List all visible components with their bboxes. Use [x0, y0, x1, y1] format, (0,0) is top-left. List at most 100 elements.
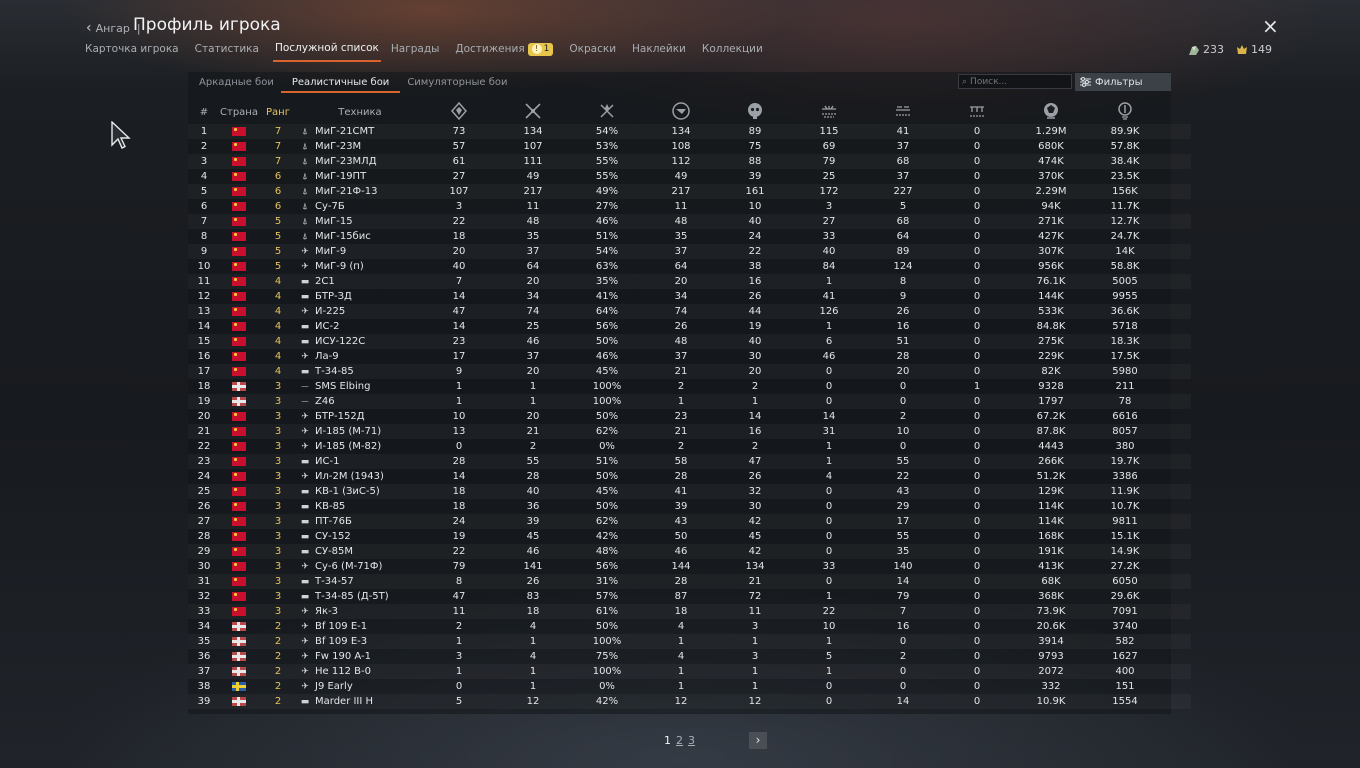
vehicle-name: Ил-2М (1943) [315, 471, 384, 482]
table-row[interactable]: 9 5 ✈ МиГ-9 20 37 54% 37 22 40 89 0 307K 14K [188, 244, 1191, 259]
col-rank[interactable]: Ранг [266, 106, 290, 118]
table-row[interactable]: 32 3 ▬ Т-34-85 (Д-5Т) 47 83 57% 87 72 1 79 0 368K 29.… [188, 589, 1191, 604]
stat-cell: 64 [526, 261, 540, 272]
tab-4[interactable]: Достижения! 1 [455, 42, 554, 62]
table-row[interactable]: 28 3 ▬ СУ-152 19 45 42% 50 45 0 55 0 168K 15.1K [188, 529, 1191, 544]
tank-icon: ▬ [300, 277, 310, 287]
stat-cell: 4 [825, 471, 833, 482]
table-row[interactable]: 4 6 ⍋ МиГ-19ПТ 27 49 55% 49 39 25 37 0 370K 23.5K [188, 169, 1191, 184]
next-page-button[interactable]: › [749, 732, 767, 749]
table-row[interactable]: 37 2 ✈ He 112 B-0 1 1 100% 1 1 1 0 0 2072 400 [188, 664, 1191, 679]
col-country[interactable]: Страна [220, 106, 258, 118]
col-stat-2[interactable] [570, 100, 644, 124]
col-stat-6[interactable] [866, 100, 940, 124]
country-cell [220, 184, 258, 199]
col-vehicle[interactable]: Техника [338, 106, 382, 118]
tab-7[interactable]: Коллекции [702, 42, 763, 62]
vehicle-name: Т-34-85 [315, 366, 354, 377]
stat-cell: 1 [751, 666, 759, 677]
table-row[interactable]: 23 3 ▬ ИС-1 28 55 51% 58 47 1 55 0 266K 19.7K [188, 454, 1191, 469]
table-row[interactable]: 24 3 ✈ Ил-2М (1943) 14 28 50% 28 26 4 22 0 51.2K 3386 [188, 469, 1191, 484]
page-link[interactable]: 3 [688, 734, 695, 747]
table-row[interactable]: 39 2 ▬ Marder III H 5 12 42% 12 12 0 14 0 10.9K 1554 [188, 694, 1191, 709]
stat-cell: 5980 [1112, 366, 1138, 377]
table-row[interactable]: 25 3 ▬ КВ-1 (ЗиС-5) 18 40 45% 41 32 0 43 0 129K 11.9K [188, 484, 1191, 499]
stat-cell: 427K [1038, 231, 1064, 242]
col-stat-1[interactable] [496, 100, 570, 124]
col-number[interactable]: # [199, 106, 209, 118]
tab-0[interactable]: Карточка игрока [85, 42, 179, 62]
ussr-flag-icon [232, 141, 246, 151]
table-row[interactable]: 1 7 ⍋ МиГ-21СМТ 73 134 54% 134 89 115 41 0 1.29M 89.9… [188, 124, 1191, 139]
stat-cell: 88 [748, 156, 762, 167]
table-row[interactable]: 8 5 ⍋ МиГ-15бис 18 35 51% 35 24 33 64 0 427K 24.7K [188, 229, 1191, 244]
table-row[interactable]: 35 2 ✈ Bf 109 E-3 1 1 100% 1 1 1 0 0 3914 582 [188, 634, 1191, 649]
col-stat-3[interactable] [644, 100, 718, 124]
table-row[interactable]: 2 7 ⍋ МиГ-23М 57 107 53% 108 75 69 37 0 680K 57.8K [188, 139, 1191, 154]
table-row[interactable]: 10 5 ✈ МиГ-9 (п) 40 64 63% 64 38 84 124 0 956K 58.8K [188, 259, 1191, 274]
battle-mode-tab-0[interactable]: Аркадные бои [199, 77, 274, 88]
row-number: 2 [200, 141, 208, 152]
table-row[interactable]: 18 3 ⏤ SMS Elbing 1 1 100% 2 2 0 0 1 9328 211 [188, 379, 1191, 394]
table-row[interactable]: 3 7 ⍋ МиГ-23МЛД 61 111 55% 112 88 79 68 0 474K 38.4K [188, 154, 1191, 169]
table-row[interactable]: 31 3 ▬ Т-34-57 8 26 31% 28 21 0 14 0 68K 6050 [188, 574, 1191, 589]
battle-mode-tab-2[interactable]: Симуляторные бои [407, 77, 508, 88]
ussr-flag-icon [232, 171, 246, 181]
table-row[interactable]: 13 4 ✈ И-225 47 74 64% 74 44 126 26 0 533K 36.6K [188, 304, 1191, 319]
stat-cell: 5005 [1112, 276, 1138, 287]
stat-cell: 680K [1038, 141, 1064, 152]
tab-1[interactable]: Статистика [195, 42, 259, 62]
table-row[interactable]: 11 4 ▬ 2С1 7 20 35% 20 16 1 8 0 76.1K 5005 [188, 274, 1191, 289]
table-row[interactable]: 34 2 ✈ Bf 109 E-1 2 4 50% 4 3 10 16 0 20.6K 3740 [188, 619, 1191, 634]
col-stat-5[interactable] [792, 100, 866, 124]
tab-6[interactable]: Наклейки [632, 42, 686, 62]
table-row[interactable]: 16 4 ✈ Ла-9 17 37 46% 37 30 46 28 0 229K 17.5K [188, 349, 1191, 364]
country-cell [220, 544, 258, 559]
tab-2[interactable]: Послужной список [272, 42, 381, 62]
gold-currency: 149 [1236, 43, 1272, 56]
table-row[interactable]: 22 3 ✈ И-185 (М-82) 0 2 0% 2 2 1 0 0 4443 380 [188, 439, 1191, 454]
row-spacer [1162, 334, 1191, 349]
back-to-hangar-button[interactable]: ‹ Ангар | [86, 20, 141, 36]
table-row[interactable]: 27 3 ▬ ПТ-76Б 24 39 62% 43 42 0 17 0 114K 9811 [188, 514, 1191, 529]
stat-cell: 37 [896, 171, 910, 182]
tab-3[interactable]: Награды [391, 42, 440, 62]
page-link[interactable]: 2 [676, 734, 683, 747]
table-row[interactable]: 33 3 ✈ Як-3 11 18 61% 18 11 22 7 0 73.9K 7091 [188, 604, 1191, 619]
table-row[interactable]: 38 2 ✈ J9 Early 0 1 0% 1 1 0 0 0 332 151 [188, 679, 1191, 694]
filters-button[interactable]: Фильтры [1075, 73, 1171, 91]
row-spacer [1162, 229, 1191, 244]
table-row[interactable]: 6 6 ⍋ Су-7Б 3 11 27% 11 10 3 5 0 94K 11.7K [188, 199, 1191, 214]
table-row[interactable]: 15 4 ▬ ИСУ-122С 23 46 50% 48 40 6 51 0 275K 18.3K [188, 334, 1191, 349]
stat-cell: 14 [452, 291, 466, 302]
table-row[interactable]: 20 3 ✈ БТР-152Д 10 20 50% 23 14 14 2 0 67.2K 6616 [188, 409, 1191, 424]
rank-cell: 3 [274, 606, 282, 617]
exclamation-icon: ! [531, 44, 542, 54]
row-spacer [1162, 469, 1191, 484]
table-row[interactable]: 21 3 ✈ И-185 (М-71) 13 21 62% 21 16 31 10 0 87.8K 805… [188, 424, 1191, 439]
stat-cell: 16 [748, 426, 762, 437]
col-stat-4[interactable] [718, 100, 792, 124]
row-spacer [1162, 634, 1191, 649]
table-row[interactable]: 29 3 ▬ СУ-85М 22 46 48% 46 42 0 35 0 191K 14.9K [188, 544, 1191, 559]
table-row[interactable]: 5 6 ⍋ МиГ-21Ф-13 107 217 49% 217 161 172 227 0 2.29M… [188, 184, 1191, 199]
col-stat-7[interactable] [940, 100, 1014, 124]
table-row[interactable]: 26 3 ▬ КВ-85 18 36 50% 39 30 0 29 0 114K 10.7K [188, 499, 1191, 514]
search-input[interactable]: ⌕ Поиск... [958, 74, 1072, 89]
close-button[interactable]: × [1262, 16, 1279, 36]
table-row[interactable]: 19 3 ⏤ Z46 1 1 100% 1 1 0 0 0 1797 78 [188, 394, 1191, 409]
col-stat-8[interactable] [1014, 100, 1088, 124]
stat-cell: 69 [822, 141, 836, 152]
table-row[interactable]: 30 3 ✈ Су-6 (М-71Ф) 79 141 56% 144 134 33 140 0 413K… [188, 559, 1191, 574]
battle-mode-tab-1[interactable]: Реалистичные бои [280, 77, 401, 93]
col-stat-0[interactable] [422, 100, 496, 124]
table-row[interactable]: 7 5 ⍋ МиГ-15 22 48 46% 48 40 27 68 0 271K 12.7K [188, 214, 1191, 229]
table-row[interactable]: 12 4 ▬ БТР-ЗД 14 34 41% 34 26 41 9 0 144K 9955 [188, 289, 1191, 304]
table-row[interactable]: 17 4 ▬ Т-34-85 9 20 45% 21 20 0 20 0 82K 5980 [188, 364, 1191, 379]
col-stat-9[interactable] [1088, 100, 1162, 124]
tab-5[interactable]: Окраски [569, 42, 616, 62]
table-row[interactable]: 14 4 ▬ ИС-2 14 25 56% 26 19 1 16 0 84.8K 5718 [188, 319, 1191, 334]
table-row[interactable]: 36 2 ✈ Fw 190 A-1 3 4 75% 4 3 5 2 0 9793 1627 [188, 649, 1191, 664]
stat-cell: 58.8K [1110, 261, 1140, 272]
stat-cell: 46 [526, 336, 540, 347]
